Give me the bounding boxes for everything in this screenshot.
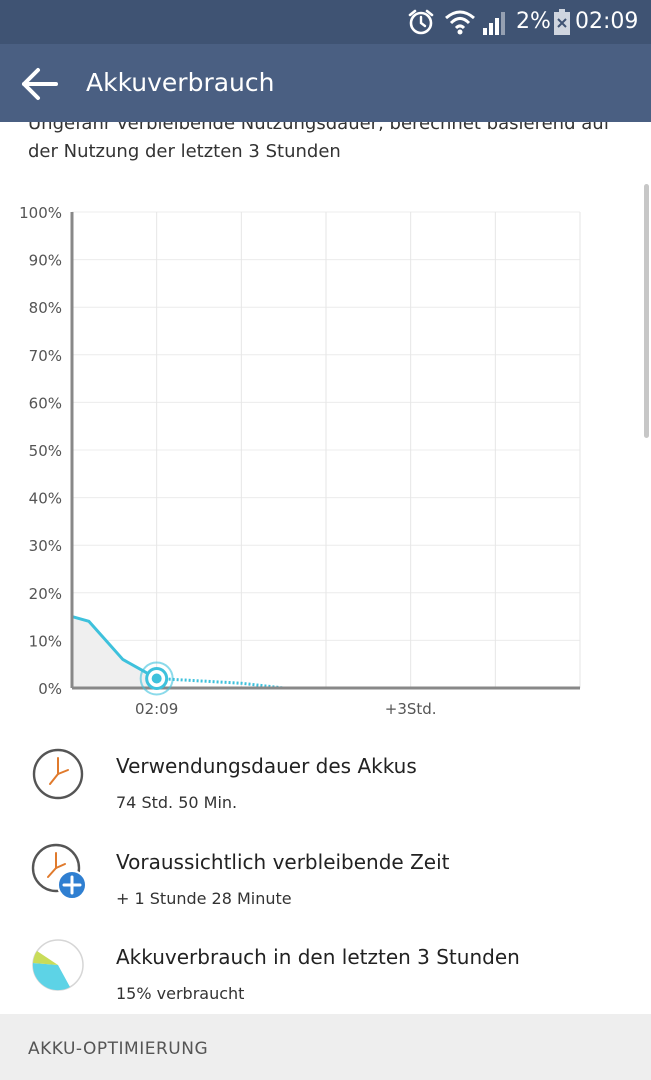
clock-plus-icon bbox=[31, 843, 87, 900]
clock-icon bbox=[32, 748, 84, 800]
pie-chart-icon bbox=[32, 939, 84, 991]
alarm-icon bbox=[408, 9, 434, 35]
y-tick-label: 40% bbox=[29, 490, 62, 508]
clock: 02:09 bbox=[575, 9, 639, 34]
arrow-left-icon[interactable] bbox=[18, 64, 62, 104]
y-tick-label: 100% bbox=[19, 204, 62, 222]
scrollbar[interactable] bbox=[644, 184, 649, 438]
current-point bbox=[151, 673, 162, 684]
y-tick-label: 60% bbox=[29, 394, 62, 412]
battery-chart: 100% 90% 80% 70% 60% 50% 40% 30% 20% 10% 0% 02:09 +3… bbox=[0, 202, 651, 722]
y-tick-label: 10% bbox=[29, 632, 62, 650]
wifi-icon bbox=[445, 10, 475, 35]
battery-percent: 2% bbox=[516, 9, 551, 34]
remaining-time-value: + 1 Stunde 28 Minute bbox=[116, 889, 292, 908]
current-point-halo bbox=[139, 661, 174, 696]
section-header: AKKU-OPTIMIERUNG bbox=[0, 1014, 651, 1080]
content-area[interactable]: Ungefähr verbleibende Nutzungsdauer, ber… bbox=[0, 122, 651, 1014]
page-title: Akkuverbrauch bbox=[86, 68, 275, 97]
last-3-hours-title: Akkuverbrauch in den letzten 3 Stunden bbox=[116, 945, 520, 969]
section-title: AKKU-OPTIMIERUNG bbox=[28, 1039, 209, 1059]
app-bar: Akkuverbrauch bbox=[0, 44, 651, 122]
x-tick-label: +3Std. bbox=[385, 700, 437, 718]
last-3-hours-row[interactable]: Akkuverbrauch in den letzten 3 Stunden 1… bbox=[0, 937, 651, 1029]
usage-duration-value: 74 Std. 50 Min. bbox=[116, 793, 238, 812]
usage-description: Ungefähr verbleibende Nutzungsdauer, ber… bbox=[28, 122, 610, 162]
history-area bbox=[72, 616, 157, 688]
projection-line bbox=[156, 676, 284, 690]
remaining-time-title: Voraussichtlich verbleibende Zeit bbox=[116, 850, 450, 874]
y-tick-label: 30% bbox=[29, 537, 62, 555]
battery-chart-svg: 100% 90% 80% 70% 60% 50% 40% 30% 20% 10% 0% 02:09 +3… bbox=[19, 204, 581, 718]
usage-duration-title: Verwendungsdauer des Akkus bbox=[116, 754, 417, 778]
y-tick-label: 80% bbox=[29, 299, 62, 317]
last-3-hours-value: 15% verbraucht bbox=[116, 984, 245, 1003]
y-tick-label: 90% bbox=[29, 252, 62, 270]
y-tick-label: 0% bbox=[38, 680, 62, 698]
y-tick-label: 50% bbox=[29, 442, 62, 460]
signal-icon bbox=[483, 12, 505, 35]
status-bar: 2% 02:09 bbox=[0, 0, 651, 44]
usage-duration-row[interactable]: Verwendungsdauer des Akkus 74 Std. 50 Mi… bbox=[0, 746, 651, 838]
y-tick-label: 70% bbox=[29, 347, 62, 365]
remaining-time-row[interactable]: Voraussichtlich verbleibende Zeit + 1 St… bbox=[0, 842, 651, 934]
y-tick-label: 20% bbox=[29, 585, 62, 603]
battery-icon bbox=[554, 9, 570, 35]
x-tick-label: 02:09 bbox=[135, 700, 178, 718]
